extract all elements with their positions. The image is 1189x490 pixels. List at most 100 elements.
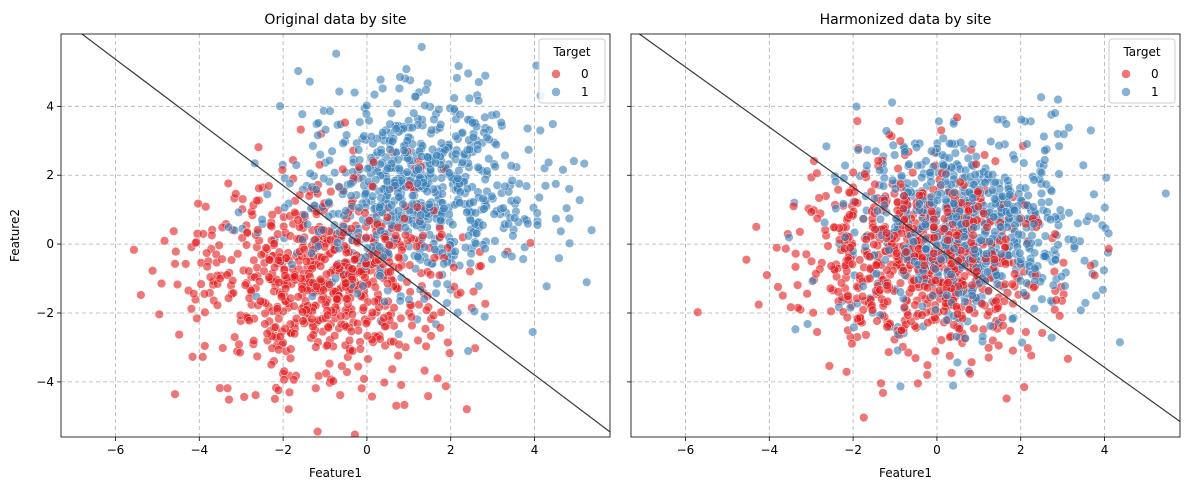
scatter-point-class-0 (313, 427, 323, 437)
scatter-point-class-0 (936, 335, 946, 345)
scatter-point-class-1 (562, 203, 572, 213)
scatter-point-class-0 (1008, 299, 1018, 309)
scatter-point-class-1 (544, 157, 554, 167)
scatter-point-class-1 (1045, 214, 1056, 225)
scatter-point-class-0 (883, 296, 893, 307)
scatter-point-class-0 (420, 366, 430, 376)
scatter-point-class-0 (882, 281, 892, 291)
scatter-point-class-0 (434, 270, 445, 280)
y-tick-label: −2 (36, 306, 54, 320)
scatter-point-class-1 (951, 332, 961, 342)
scatter-point-class-1 (1003, 176, 1013, 186)
scatter-point-class-0 (199, 289, 210, 299)
scatter-point-class-0 (418, 231, 428, 241)
scatter-point-class-1 (436, 119, 446, 130)
scatter-point-class-0 (322, 269, 332, 279)
y-tick-label: 4 (46, 99, 54, 113)
scatter-point-class-0 (989, 255, 1000, 265)
scatter-point-class-0 (338, 228, 348, 238)
x-axis-label: Feature1 (309, 466, 362, 480)
scatter-point-class-0 (346, 326, 356, 336)
scatter-point-class-1 (311, 185, 321, 195)
scatter-point-class-1 (480, 112, 490, 122)
scatter-point-class-1 (1017, 338, 1027, 348)
scatter-point-class-0 (922, 283, 932, 293)
scatter-point-class-0 (823, 241, 833, 251)
scatter-point-class-0 (433, 373, 443, 383)
scatter-point-class-0 (228, 276, 238, 286)
scatter-point-class-0 (289, 301, 299, 311)
scatter-point-class-0 (191, 237, 201, 247)
scatter-point-class-1 (888, 175, 898, 185)
scatter-point-class-0 (242, 228, 252, 238)
scatter-point-class-1 (932, 195, 943, 205)
scatter-point-class-0 (1010, 269, 1020, 279)
scatter-point-class-0 (154, 309, 164, 319)
scatter-point-class-0 (344, 335, 355, 346)
scatter-point-class-1 (535, 125, 545, 135)
scatter-point-class-0 (281, 284, 291, 294)
chart-title: Harmonized data by site (820, 12, 992, 28)
scatter-point-class-0 (842, 312, 852, 322)
scatter-point-class-1 (302, 219, 313, 230)
scatter-point-class-0 (240, 280, 250, 290)
scatter-point-class-0 (1001, 234, 1011, 244)
scatter-point-class-0 (898, 266, 908, 276)
scatter-point-class-0 (865, 273, 875, 283)
scatter-point-class-1 (454, 165, 464, 176)
scatter-point-class-1 (952, 357, 962, 368)
scatter-point-class-1 (297, 109, 307, 119)
legend-box (538, 38, 606, 104)
scatter-point-class-1 (313, 118, 323, 128)
scatter-point-class-1 (469, 306, 479, 316)
scatter-point-class-1 (234, 207, 244, 217)
scatter-point-class-0 (192, 313, 202, 323)
scatter-point-class-0 (1104, 244, 1114, 254)
scatter-point-class-0 (437, 230, 447, 240)
scatter-point-class-0 (429, 253, 439, 263)
scatter-point-class-0 (280, 324, 290, 334)
scatter-point-class-0 (394, 339, 404, 349)
scatter-point-class-0 (990, 156, 1000, 166)
scatter-point-class-1 (1036, 92, 1046, 102)
scatter-point-class-0 (348, 346, 358, 356)
scatter-point-class-0 (945, 351, 955, 361)
scatter-point-class-0 (436, 307, 446, 317)
scatter-point-class-1 (1047, 333, 1057, 343)
scatter-point-class-0 (847, 259, 857, 269)
scatter-point-class-1 (482, 133, 492, 143)
scatter-point-class-0 (1051, 295, 1061, 305)
scatter-point-class-1 (1047, 186, 1057, 196)
scatter-point-class-0 (289, 375, 299, 385)
scatter-point-class-1 (492, 180, 502, 190)
scatter-point-class-1 (1100, 203, 1110, 213)
scatter-point-class-0 (396, 380, 406, 390)
scatter-point-class-1 (432, 150, 442, 161)
scatter-point-class-0 (298, 307, 308, 317)
scatter-point-class-1 (423, 257, 433, 267)
scatter-point-class-0 (230, 332, 240, 342)
scatter-point-class-1 (1036, 168, 1047, 178)
scatter-point-class-0 (878, 388, 888, 398)
scatter-point-class-0 (249, 336, 259, 346)
scatter-point-class-0 (270, 322, 281, 332)
scatter-point-class-0 (323, 322, 333, 332)
scatter-point-class-1 (575, 195, 585, 205)
scatter-point-class-0 (226, 255, 237, 265)
scatter-point-class-1 (478, 220, 488, 230)
scatter-point-class-1 (463, 231, 474, 241)
scatter-point-class-1 (463, 68, 473, 78)
scatter-point-class-0 (441, 381, 451, 391)
scatter-point-class-0 (984, 343, 994, 353)
scatter-point-class-1 (1036, 188, 1047, 198)
scatter-point-class-0 (1023, 343, 1033, 353)
scatter-point-class-1 (803, 319, 813, 329)
scatter-point-class-0 (214, 240, 224, 250)
scatter-point-class-0 (893, 163, 903, 174)
y-ticks: −4 −2 0 2 4 (36, 99, 61, 389)
scatter-point-class-0 (1058, 258, 1069, 268)
scatter-point-class-1 (1029, 304, 1039, 314)
scatter-point-class-0 (172, 279, 183, 290)
scatter-point-class-0 (443, 337, 453, 347)
scatter-point-class-0 (346, 224, 356, 234)
